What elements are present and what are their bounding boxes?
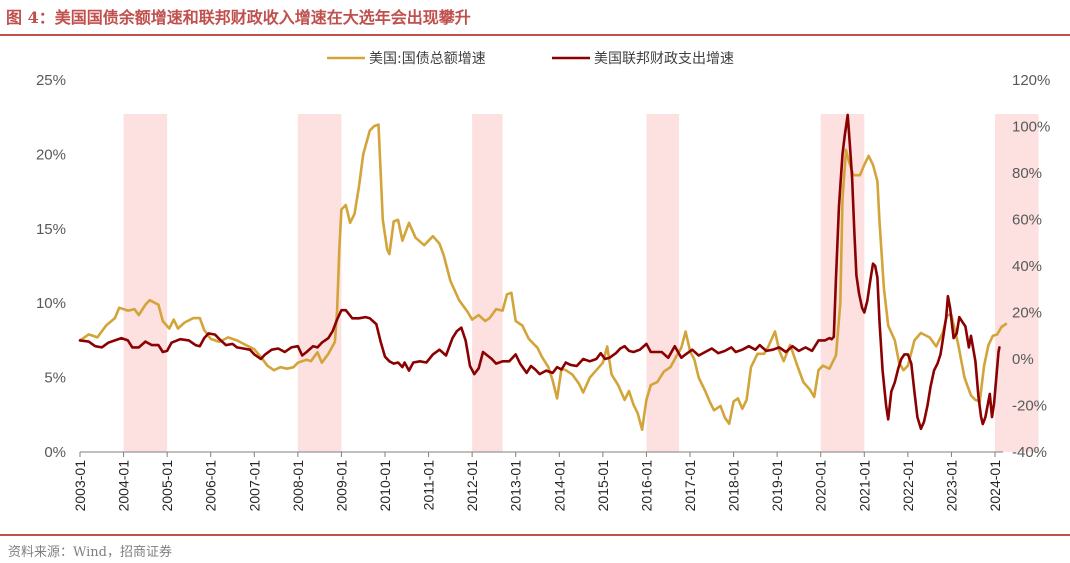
right-tick-label: 20% — [1012, 305, 1042, 322]
x-tick-label: 2019-01 — [769, 460, 785, 512]
x-tick-label: 2005-01 — [159, 460, 175, 512]
x-tick-label: 2004-01 — [116, 460, 132, 512]
x-tick-label: 2003-01 — [72, 460, 88, 512]
x-axis: 2003-01 2004-01 2005-01 2006-01 2007-01 2008-… — [72, 451, 1003, 512]
left-tick-label: 0% — [44, 444, 66, 461]
x-tick-label: 2008-01 — [290, 460, 306, 512]
right-axis-ticks: -40% -20% 0% 20% 40% 60% 80% 100% 120% — [1012, 72, 1050, 461]
right-tick-label: 120% — [1012, 72, 1050, 89]
x-tick-label: 2012-01 — [464, 460, 480, 512]
election-year-shading — [123, 114, 1039, 452]
right-tick-label: 100% — [1012, 119, 1050, 136]
x-tick-label: 2021-01 — [856, 460, 872, 512]
x-tick-label: 2018-01 — [726, 460, 742, 512]
right-tick-label: -40% — [1012, 444, 1047, 461]
election-year-band — [646, 114, 680, 452]
x-tick-label: 2011-01 — [421, 460, 437, 511]
left-tick-label: 10% — [36, 295, 66, 312]
left-tick-label: 5% — [44, 370, 66, 387]
series-layer — [78, 113, 1008, 431]
right-tick-label: 40% — [1012, 258, 1042, 275]
right-tick-label: 80% — [1012, 165, 1042, 182]
left-tick-label: 25% — [36, 72, 66, 89]
source-note: 资料来源：Wind，招商证券 — [8, 545, 172, 560]
x-tick-label: 2022-01 — [900, 460, 916, 512]
title-bar: 图 4：美国国债余额增速和联邦财政收入增速在大选年会出现攀升 — [0, 0, 1070, 36]
legend: 美国:国债总额增速 美国联邦财政支出增速 — [327, 51, 734, 67]
line-chart: 0% 5% 10% 15% 20% 25% -40% -20% 0% 20% 40% 60% 80% 1… — [36, 51, 1050, 512]
right-tick-label: -20% — [1012, 398, 1047, 415]
legend-label: 美国:国债总额增速 — [369, 51, 486, 67]
x-tick-label: 2009-01 — [333, 460, 349, 512]
election-year-band — [472, 114, 503, 452]
figure-title: 图 4：美国国债余额增速和联邦财政收入增速在大选年会出现攀升 — [6, 8, 471, 27]
series-line-federal-spending-growth — [78, 113, 1001, 431]
left-tick-label: 15% — [36, 221, 66, 238]
election-year-band — [995, 114, 1039, 452]
x-tick-label: 2007-01 — [246, 460, 262, 512]
footer-rule — [0, 534, 1070, 536]
x-tick-label: 2006-01 — [203, 460, 219, 512]
x-tick-label: 2023-01 — [943, 460, 959, 512]
x-tick-label: 2013-01 — [508, 460, 524, 512]
right-tick-label: 0% — [1012, 351, 1034, 368]
x-tick-label: 2017-01 — [682, 460, 698, 512]
election-year-band — [123, 114, 168, 452]
right-tick-label: 60% — [1012, 212, 1042, 229]
x-tick-label: 2010-01 — [377, 460, 393, 512]
left-axis-ticks: 0% 5% 10% 15% 20% 25% — [36, 72, 66, 461]
x-tick-label: 2015-01 — [595, 460, 611, 512]
x-tick-label: 2020-01 — [813, 460, 829, 512]
x-tick-label: 2014-01 — [551, 460, 567, 512]
legend-label: 美国联邦财政支出增速 — [594, 51, 734, 67]
x-tick-label: 2016-01 — [638, 460, 654, 512]
election-year-band — [297, 114, 342, 452]
left-tick-label: 20% — [36, 146, 66, 163]
x-tick-label: 2024-01 — [987, 460, 1003, 512]
series-line-debt-growth — [78, 123, 1008, 431]
